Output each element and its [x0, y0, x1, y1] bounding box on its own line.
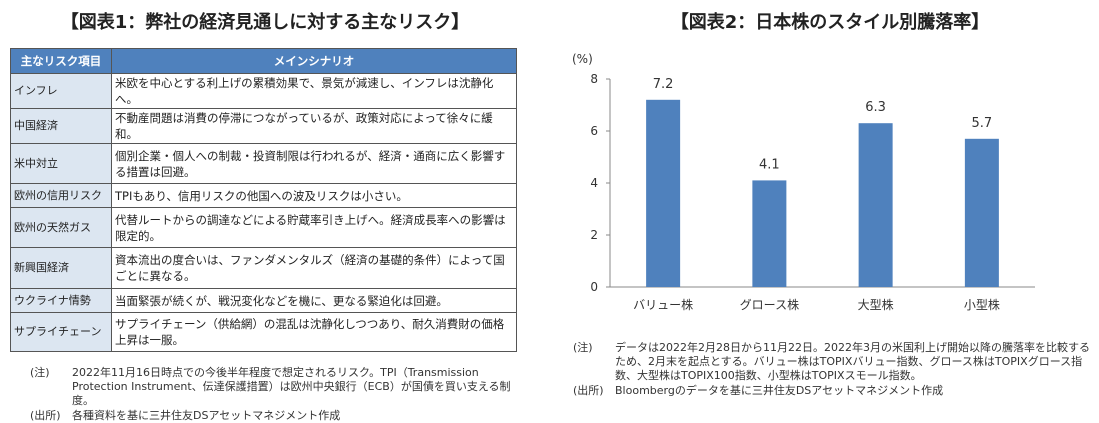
main-scenario: 当面緊張が続くが、戦況変化などを機に、更なる緊迫化は回避。	[111, 288, 517, 313]
data-label: 6.3	[865, 100, 886, 115]
note-text: 2022年11月16日時点での今後半年程度で想定されるリスク。TPI（Trans…	[72, 366, 511, 407]
main-scenario: 資本流出の度合いは、ファンダメンタルズ（経済の基礎的条件）によって国ごとに異なる…	[111, 247, 517, 289]
main-scenario: 代替ルートからの調達などによる貯蔵率引き上げへ。経済成長率への影響は限定的。	[111, 207, 517, 248]
main-scenario: 個別企業・個人への制裁・投資制限は行われるが、経済・通商に広く影響する措置は回避…	[111, 143, 517, 184]
risk-item: 欧州の信用リスク	[10, 183, 112, 208]
note-row: (注) 2022年11月16日時点での今後半年程度で想定されるリスク。TPI（T…	[30, 366, 517, 408]
note-row: (注) データは2022年2月28日から11月22日。2022年3月の米国利上げ…	[573, 341, 1093, 383]
risk-item: インフレ	[10, 73, 112, 109]
source-text: Bloombergのデータを基に三井住友DSアセットマネジメント作成	[615, 384, 944, 397]
right-note: (注) データは2022年2月28日から11月22日。2022年3月の米国利上げ…	[573, 341, 1093, 398]
table-row: 米中対立 個別企業・個人への制裁・投資制限は行われるが、経済・通商に広く影響する措…	[10, 143, 517, 184]
data-label: 5.7	[972, 116, 993, 131]
y-tick-label: 4	[590, 176, 598, 190]
table-row: 欧州の信用リスク TPIもあり、信用リスクの他国への波及リスクは小さい。	[10, 183, 517, 208]
y-axis-unit: (%)	[572, 52, 593, 66]
risk-item: ウクライナ情勢	[10, 288, 112, 313]
bar	[646, 99, 681, 287]
source-label: (出所)	[573, 384, 604, 397]
source-row: (出所) Bloombergのデータを基に三井住友DSアセットマネジメント作成	[573, 384, 1093, 398]
y-tick-label: 2	[590, 228, 598, 242]
table-row: 欧州の天然ガス 代替ルートからの調達などによる貯蔵率引き上げへ。経済成長率への影響…	[10, 207, 517, 248]
source-label: (出所)	[30, 409, 61, 422]
main-scenario: TPIもあり、信用リスクの他国への波及リスクは小さい。	[111, 183, 517, 208]
style-return-chart: (%) 0 2 4 6 8 7.2 バリュー株 4.1 グロース株 6.3 大型株 5.7 小型株	[572, 52, 1035, 312]
table-row: 新興国経済 資本流出の度合いは、ファンダメンタルズ（経済の基礎的条件）によって国ご…	[10, 247, 517, 289]
figure1-title: 【図表1：弊社の経済見通しに対する主なリスク】	[60, 12, 470, 33]
bar	[964, 138, 999, 287]
header-risk-item: 主なリスク項目	[10, 48, 112, 74]
table-row: ウクライナ情勢 当面緊張が続くが、戦況変化などを機に、更なる緊迫化は回避。	[10, 288, 517, 313]
category-label: 小型株	[964, 297, 1000, 312]
bar	[858, 123, 893, 287]
left-note: (注) 2022年11月16日時点での今後半年程度で想定されるリスク。TPI（T…	[10, 366, 517, 423]
main-scenario: サプライチェーン（供給網）の混乱は沈静化しつつあり、耐久消費財の価格上昇は一服。	[111, 312, 517, 352]
risk-item: 新興国経済	[10, 247, 112, 289]
data-label: 7.2	[653, 77, 674, 92]
main-scenario: 米欧を中心とする利上げの累積効果で、景気が減速し、インフレは沈静化へ。	[111, 73, 517, 109]
table-row: インフレ 米欧を中心とする利上げの累積効果で、景気が減速し、インフレは沈静化へ。	[10, 73, 517, 109]
bar	[752, 180, 787, 287]
risk-item: 中国経済	[10, 108, 112, 144]
risk-item: 米中対立	[10, 143, 112, 184]
risk-table: 主なリスク項目 メインシナリオ インフレ 米欧を中心とする利上げの累積効果で、景気…	[10, 48, 517, 352]
category-label: グロース株	[740, 297, 799, 312]
y-tick-label: 0	[590, 280, 598, 294]
note-text: データは2022年2月28日から11月22日。2022年3月の米国利上げ開始以降…	[615, 341, 1090, 382]
note-label: (注)	[573, 341, 593, 354]
risk-item: サプライチェーン	[10, 312, 112, 352]
category-label: 大型株	[858, 297, 894, 312]
data-label: 4.1	[759, 157, 780, 172]
y-tick-label: 6	[590, 124, 598, 138]
note-label: (注)	[30, 366, 50, 379]
table-row: サプライチェーン サプライチェーン（供給網）の混乱は沈静化しつつあり、耐久消費財の…	[10, 312, 517, 352]
header-main-scenario: メインシナリオ	[111, 48, 517, 74]
figure1-panel: 主なリスク項目 メインシナリオ インフレ 米欧を中心とする利上げの累積効果で、景気…	[10, 48, 517, 423]
risk-item: 欧州の天然ガス	[10, 207, 112, 248]
figure2-title: 【図表2：日本株のスタイル別騰落率】	[670, 12, 990, 33]
main-scenario: 不動産問題は消費の停滞につながっているが、政策対応によって徐々に緩和。	[111, 108, 517, 144]
source-text: 各種資料を基に三井住友DSアセットマネジメント作成	[72, 409, 341, 422]
y-tick-label: 8	[590, 72, 598, 86]
category-label: バリュー株	[633, 297, 693, 312]
source-row: (出所) 各種資料を基に三井住友DSアセットマネジメント作成	[30, 409, 517, 423]
table-row: 中国経済 不動産問題は消費の停滞につながっているが、政策対応によって徐々に緩和。	[10, 108, 517, 144]
